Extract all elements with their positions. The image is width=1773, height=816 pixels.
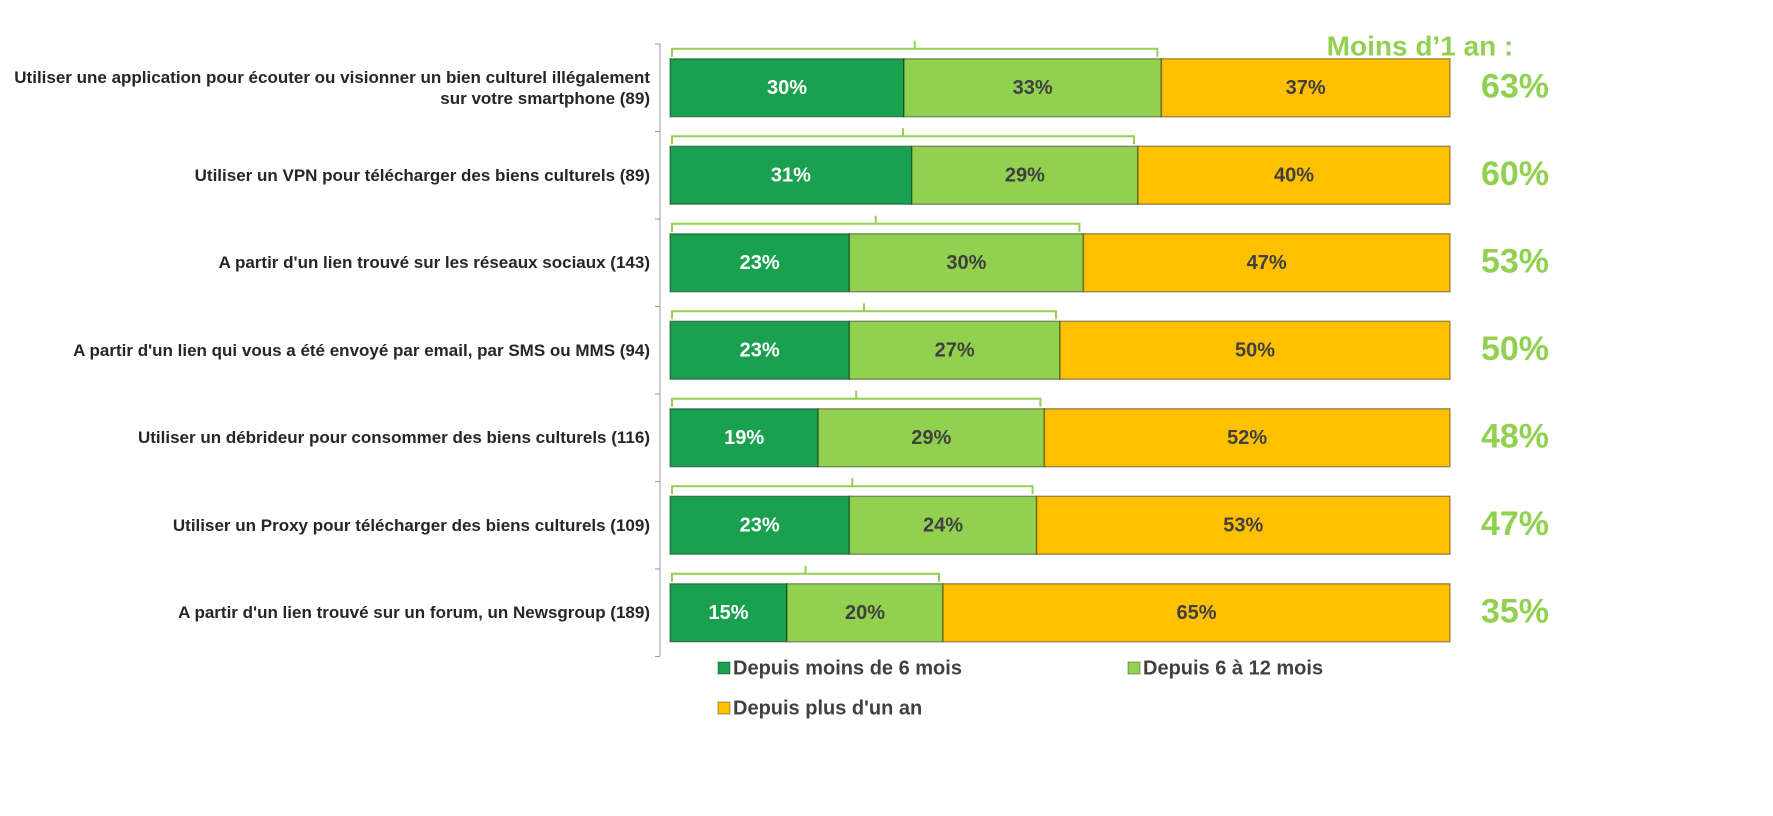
category-label: Utiliser une application pour écouter ou… (14, 67, 650, 108)
bar-segment (1059, 320, 1451, 380)
bracket (671, 303, 1057, 320)
legend-swatch (1127, 661, 1141, 675)
value-label: 47% (1247, 252, 1287, 274)
value-label: 15% (708, 602, 748, 624)
value-label: 19% (724, 427, 764, 449)
bar-segment (669, 145, 913, 205)
category-label-box: Utiliser un débrideur pour consommer des… (137, 428, 650, 448)
category-label-box: Utiliser un Proxy pour télécharger des b… (172, 515, 650, 535)
bar-segment (848, 495, 1038, 555)
bar-segment (669, 320, 851, 380)
category-label: A partir d'un lien qui vous a été envoyé… (73, 340, 650, 360)
category-label-box: A partir d'un lien qui vous a été envoyé… (73, 340, 650, 360)
bar-segment (669, 583, 788, 643)
category-label-box: A partir d'un lien trouvé sur un forum, … (178, 603, 650, 623)
category-label-box: A partir d'un lien trouvé sur les réseau… (218, 253, 650, 273)
bracket (671, 390, 1042, 407)
total-label: 47% (1481, 505, 1549, 543)
value-label: 50% (1235, 340, 1275, 362)
bar-segment (848, 320, 1061, 380)
bar-segment (911, 145, 1139, 205)
category-label-box: Utiliser un VPN pour télécharger des bie… (194, 165, 650, 185)
value-label: 23% (740, 515, 780, 537)
legend-label: Depuis moins de 6 mois (733, 657, 962, 679)
category-label: Utiliser un Proxy pour télécharger des b… (172, 515, 650, 535)
total-label: 50% (1481, 330, 1549, 368)
bracket (671, 215, 1081, 232)
bar-segment (1043, 408, 1451, 468)
bracket (671, 40, 1159, 57)
bar-segment (942, 583, 1451, 643)
value-label: 29% (1005, 165, 1045, 187)
value-label: 40% (1274, 165, 1314, 187)
total-label: 35% (1481, 593, 1549, 631)
value-label: 52% (1227, 427, 1267, 449)
total-label: 60% (1481, 155, 1549, 193)
category-label: A partir d'un lien trouvé sur un forum, … (178, 603, 650, 623)
bar-segment (903, 58, 1163, 118)
legend-label: Depuis plus d'un an (733, 697, 922, 719)
total-label: 63% (1481, 68, 1549, 106)
value-label: 23% (740, 252, 780, 274)
total-label: 53% (1481, 243, 1549, 281)
value-label: 37% (1286, 77, 1326, 99)
value-label: 29% (911, 427, 951, 449)
category-label-box: Utiliser une application pour écouter ou… (14, 67, 650, 108)
bar-segment (1160, 58, 1451, 118)
value-label: 23% (740, 340, 780, 362)
bar-segment (669, 408, 819, 468)
category-label: A partir d'un lien trouvé sur les réseau… (218, 253, 650, 273)
bar-segment (669, 495, 851, 555)
bar-segment (848, 233, 1085, 293)
value-label: 24% (923, 515, 963, 537)
bar-segment (669, 233, 851, 293)
legend-swatch (717, 701, 731, 715)
value-label: 30% (946, 252, 986, 274)
category-label: Utiliser un débrideur pour consommer des… (137, 428, 650, 448)
bracket (671, 565, 940, 582)
bar-segment (1137, 145, 1451, 205)
total-label: 48% (1481, 418, 1549, 456)
annotation: Moins d’1 an : (1327, 30, 1514, 61)
value-label: 53% (1223, 515, 1263, 537)
bracket (671, 478, 1034, 495)
value-label: 31% (771, 165, 811, 187)
value-label: 30% (767, 77, 807, 99)
legend-label: Depuis 6 à 12 mois (1143, 657, 1323, 679)
bracket (671, 128, 1135, 145)
value-label: 33% (1013, 77, 1053, 99)
bar-segment (1035, 495, 1451, 555)
category-label: Utiliser un VPN pour télécharger des bie… (194, 165, 650, 185)
bar-segment (817, 408, 1046, 468)
bar-segment (1082, 233, 1451, 293)
legend-swatch (717, 661, 731, 675)
value-label: 65% (1176, 602, 1216, 624)
value-label: 20% (845, 602, 885, 624)
value-label: 27% (935, 340, 975, 362)
